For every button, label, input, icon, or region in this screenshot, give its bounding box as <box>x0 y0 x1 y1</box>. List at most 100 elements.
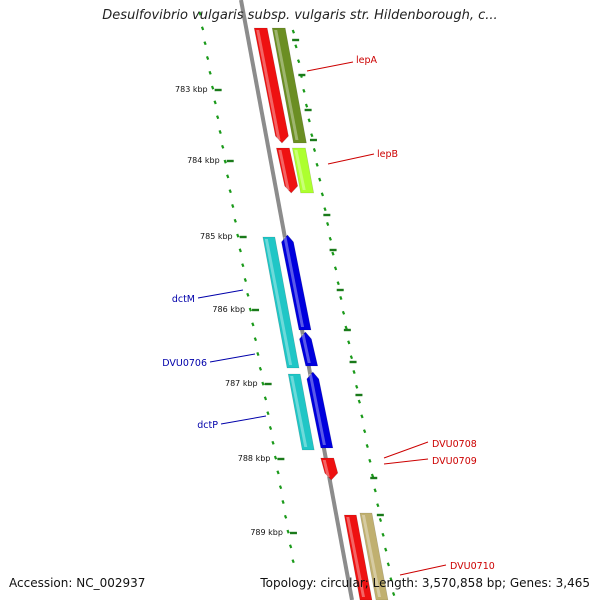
accession-text: Accession: NC_002937 <box>9 576 146 590</box>
left-track-dot <box>200 26 205 31</box>
right-track-dot <box>296 59 301 64</box>
gene-label-dctm: dctM <box>172 294 195 305</box>
left-track-dot <box>273 455 278 460</box>
right-track-dot <box>344 325 348 330</box>
left-track-dot <box>218 130 222 134</box>
gene-label-lepa: lepA <box>356 55 378 66</box>
left-track-dot <box>253 337 258 342</box>
left-track-dot <box>278 485 283 490</box>
gene-lepA-product-shine <box>274 30 299 140</box>
right-track-dot <box>389 577 393 582</box>
right-track-dot <box>333 266 338 271</box>
right-track-dot <box>320 192 325 197</box>
gene-features <box>253 27 389 600</box>
gene-label-dvu0710: DVU0710 <box>450 561 495 572</box>
tick-label: 784 kbp <box>187 156 220 165</box>
right-track-dot <box>373 488 377 493</box>
leader-line-lepb <box>327 153 375 165</box>
right-track-dot <box>352 370 356 374</box>
left-track-dot <box>226 174 230 179</box>
left-track-dot <box>223 159 227 164</box>
gene-DVU0706-cds-shine <box>301 334 311 363</box>
left-track-dot <box>276 470 280 475</box>
right-track-dot <box>312 148 317 152</box>
gene-DVU0708-cds-shine <box>322 460 330 477</box>
tick-label: 788 kbp <box>238 454 271 463</box>
gene-lepB-product-shine <box>294 150 306 190</box>
left-track-dot <box>236 233 240 238</box>
leader-line-dvu0710 <box>399 564 447 576</box>
gene-dctP-product <box>287 373 315 451</box>
left-track-dot <box>231 204 235 208</box>
map-title: Desulfovibrio vulgaris subsp. vulgaris s… <box>102 8 498 23</box>
left-track-dot <box>246 292 250 297</box>
right-track-dot <box>349 355 354 360</box>
right-track-dot <box>291 29 295 34</box>
right-track-dot <box>386 562 390 567</box>
gene-DVU0710-cds-shine <box>346 517 365 597</box>
right-track-dot <box>376 503 380 508</box>
left-track-dot <box>228 189 232 194</box>
right-track-dot <box>392 592 396 596</box>
right-track-dot <box>302 88 306 93</box>
left-track-dot <box>248 307 252 312</box>
gene-DVU0708-cds <box>320 457 339 481</box>
tick-label: 783 kbp <box>175 85 208 94</box>
left-track-dot <box>288 544 293 549</box>
gene-DVU0710-product <box>359 512 389 600</box>
gene-label-lepb: lepB <box>377 149 398 160</box>
left-track-dot <box>271 440 275 445</box>
gene-lepB-cds <box>276 147 299 194</box>
gene-DVU0710-product-shine <box>361 515 381 597</box>
right-track-dot <box>326 222 330 226</box>
gene-lepA-product <box>271 27 307 144</box>
left-track-dot <box>208 70 212 75</box>
gene-dctM-cds <box>281 234 312 331</box>
left-track-dot <box>251 322 255 327</box>
gene-label-dvu0709: DVU0709 <box>432 456 477 467</box>
gene-label-dvu0706: DVU0706 <box>162 358 207 369</box>
right-track-dot <box>355 384 359 389</box>
kbp-ticks: 783 kbp 784 kbp 785 kbp 786 kbp 787 kbp 788 k… <box>175 85 297 537</box>
left-track-dot <box>256 352 260 356</box>
tick-label: 785 kbp <box>200 232 233 241</box>
right-track-dot <box>294 44 298 49</box>
right-track-dot <box>328 236 332 241</box>
gene-DVU0706-cds <box>299 331 319 367</box>
right-track-dot <box>365 444 369 448</box>
gene-dctM-product <box>262 236 300 369</box>
gene-labels: lepA lepB dctM DVU0706 dctP DVU0708 DVU0709 DVU… <box>162 55 495 576</box>
tick-label: 789 kbp <box>250 528 283 537</box>
right-track-dot <box>336 281 340 286</box>
right-track-dot <box>378 518 383 522</box>
right-track-dot <box>362 429 367 434</box>
left-track-dot <box>198 11 202 16</box>
gene-lepB-product <box>292 147 315 194</box>
left-track-dot <box>203 41 207 46</box>
left-track-dot <box>243 278 247 282</box>
left-track-dot <box>281 500 285 504</box>
right-track-dot <box>307 118 311 123</box>
leader-line-lepa <box>306 61 354 72</box>
gene-dctP-cds-shine <box>308 374 326 445</box>
gene-dctM-product-shine <box>264 239 293 365</box>
right-track-dot <box>331 251 335 256</box>
left-track-dot <box>213 100 217 105</box>
track-dots <box>198 11 396 596</box>
left-track-dot <box>238 248 242 253</box>
gene-dctP-product-shine <box>290 376 308 447</box>
leader-line-dctp <box>220 415 267 425</box>
right-track-dot <box>360 414 364 419</box>
gene-label-dvu0708: DVU0708 <box>432 439 477 450</box>
leader-line-dvu0706 <box>209 353 256 363</box>
leader-line-dctm <box>197 289 244 299</box>
left-track-dot <box>286 529 290 534</box>
right-track-dot <box>370 473 375 478</box>
right-track-dot <box>381 532 385 537</box>
tick-label: 787 kbp <box>225 379 258 388</box>
right-track-dot <box>318 177 322 182</box>
gene-lepA-cds-shine <box>256 30 281 140</box>
left-track-dot <box>261 381 265 386</box>
left-track-dot <box>291 559 295 564</box>
right-track-dot <box>384 547 388 552</box>
